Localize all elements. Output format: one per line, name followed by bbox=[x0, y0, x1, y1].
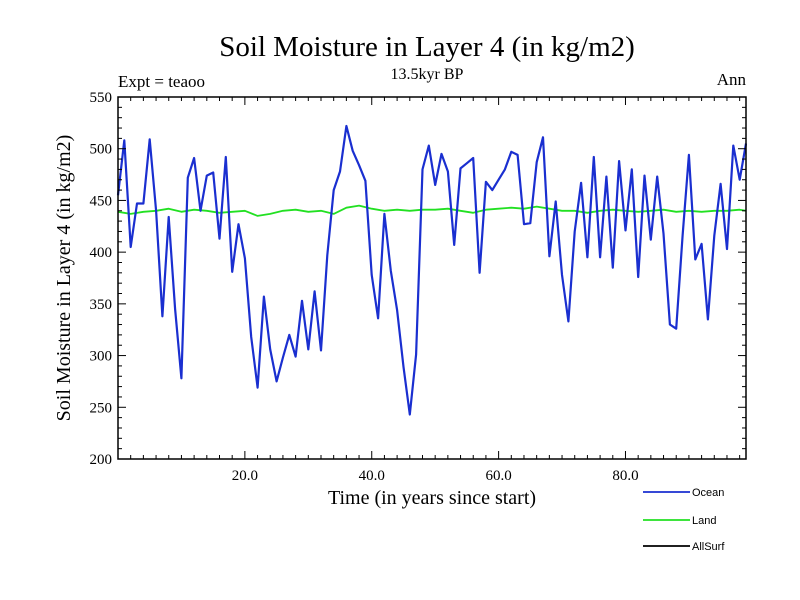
plot-frame bbox=[117, 96, 747, 460]
x-tick-label: 20.0 bbox=[232, 468, 258, 484]
y-tick-label: 500 bbox=[90, 142, 113, 158]
y-axis: 200 250 300 350 400 450 500 550 bbox=[90, 90, 746, 468]
x-tick-label: 60.0 bbox=[485, 468, 511, 484]
y-tick-label: 250 bbox=[90, 400, 113, 416]
x-axis: 20.0 40.0 60.0 80.0 bbox=[130, 97, 741, 484]
y-tick-label: 200 bbox=[90, 452, 113, 468]
y-tick-label: 450 bbox=[90, 193, 113, 209]
series-line-land bbox=[117, 204, 747, 217]
y-tick-label: 550 bbox=[90, 90, 113, 106]
expt-label: Expt = teaoo bbox=[118, 72, 205, 91]
season-label: Ann bbox=[717, 70, 747, 89]
x-tick-label: 40.0 bbox=[359, 468, 385, 484]
y-tick-label: 350 bbox=[90, 297, 113, 313]
legend-label-allsurf: AllSurf bbox=[692, 541, 725, 553]
legend-label-ocean: Ocean bbox=[692, 487, 724, 499]
chart-subtitle: 13.5kyr BP bbox=[391, 66, 464, 83]
series-line-ocean bbox=[116, 124, 748, 416]
y-tick-label: 400 bbox=[90, 245, 113, 261]
y-axis-label: Soil Moisture in Layer 4 (in kg/m2) bbox=[53, 135, 75, 422]
x-axis-label: Time (in years since start) bbox=[328, 487, 536, 509]
chart-title: Soil Moisture in Layer 4 (in kg/m2) bbox=[219, 31, 635, 63]
legend: Ocean Land AllSurf bbox=[643, 487, 725, 553]
x-tick-label: 80.0 bbox=[612, 468, 638, 484]
legend-label-land: Land bbox=[692, 515, 716, 527]
series-layer bbox=[116, 124, 748, 416]
y-tick-label: 300 bbox=[90, 349, 113, 365]
